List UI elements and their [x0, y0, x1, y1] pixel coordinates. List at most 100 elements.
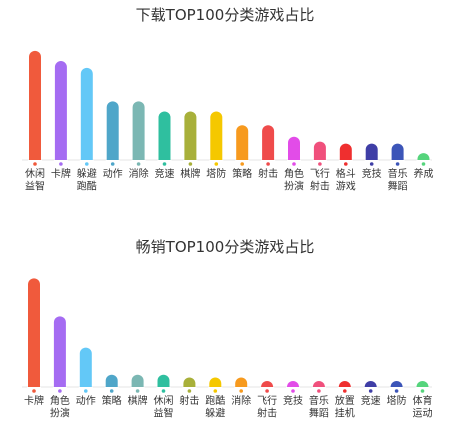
bar-base-mask: [183, 160, 198, 172]
bar-base-mask: [53, 160, 68, 172]
bar-base-mask: [182, 387, 197, 399]
tick-label: 休闲: [154, 394, 174, 407]
bar-base-mask: [131, 160, 146, 172]
tick-label: 飞行: [257, 394, 277, 407]
bar-base-mask: [312, 160, 327, 172]
bar-base-mask: [105, 160, 120, 172]
tick-label: 挂机: [335, 407, 355, 420]
bar-base-mask: [390, 160, 405, 172]
bar-base-mask: [363, 387, 378, 399]
tick-dot: [292, 162, 296, 166]
tick-dot: [395, 162, 400, 166]
tick-label: 消除: [129, 167, 149, 180]
tick-label: 躲避: [77, 167, 97, 180]
tick-dot: [58, 389, 62, 393]
tick-label: 跑酷: [205, 394, 225, 407]
tick-label: 塔防: [206, 167, 226, 180]
tick-dot: [187, 389, 192, 393]
bar: [184, 111, 197, 166]
tick-label: 养成: [414, 167, 434, 180]
tick-dot: [343, 389, 347, 393]
bar-base-mask: [78, 387, 93, 399]
tick-dot: [84, 389, 88, 393]
bar: [53, 316, 66, 393]
tick-label: 策略: [232, 167, 252, 180]
bar: [158, 111, 171, 166]
tick-label: 躲避: [205, 407, 225, 420]
bar: [79, 347, 92, 393]
chart-title-bestseller: 畅销TOP100分类游戏占比: [135, 238, 315, 256]
tick-label: 舞蹈: [388, 181, 408, 193]
tick-label: 扮演: [50, 407, 70, 420]
tick-dot: [344, 162, 348, 166]
bar: [54, 61, 67, 166]
tick-dot: [59, 162, 63, 166]
tick-label: 射击: [310, 181, 330, 193]
bar: [132, 101, 145, 166]
bar-base-mask: [130, 387, 145, 399]
tick-dot: [109, 389, 114, 393]
tick-label: 竞速: [155, 167, 175, 180]
bar-base-mask: [27, 387, 41, 399]
tick-dot: [369, 162, 374, 166]
tick-dot: [33, 162, 37, 166]
bar: [106, 101, 119, 166]
tick-label: 竞技: [362, 167, 382, 180]
bar-base-mask: [52, 387, 67, 399]
bar: [262, 125, 275, 166]
tick-label: 动作: [76, 395, 96, 407]
tick-label: 射击: [258, 168, 278, 180]
tick-label: 角色: [284, 167, 304, 180]
tick-label: 竞速: [361, 394, 381, 407]
tick-label: 策略: [102, 394, 122, 407]
tick-label: 塔防: [387, 394, 407, 407]
tick-label: 棋牌: [180, 167, 200, 180]
tick-dot: [188, 162, 193, 166]
bar-base-mask: [261, 160, 276, 172]
bar-base-mask: [337, 387, 352, 399]
tick-dot: [266, 162, 270, 166]
tick-label: 游戏: [336, 180, 356, 193]
bar-base-mask: [208, 387, 223, 399]
bar-base-mask: [416, 160, 431, 172]
tick-dot: [421, 162, 426, 166]
bar-base-mask: [338, 160, 353, 172]
tick-label: 放置: [335, 394, 355, 407]
tick-dot: [420, 389, 425, 393]
tick-dot: [135, 389, 140, 393]
bar-base-mask: [209, 160, 224, 172]
tick-label: 益智: [25, 180, 45, 193]
tick-label: 扮演: [284, 180, 304, 193]
tick-label: 棋牌: [128, 394, 148, 407]
bar-base-mask: [104, 387, 119, 399]
tick-dot: [318, 162, 322, 166]
tick-dot: [161, 389, 166, 393]
tick-label: 跑酷: [77, 180, 97, 193]
tick-label: 益智: [154, 407, 174, 420]
tick-dot: [85, 162, 89, 166]
bar: [236, 125, 249, 166]
bar-base-mask: [311, 387, 326, 399]
tick-label: 格斗: [336, 167, 356, 180]
tick-label: 动作: [103, 168, 123, 180]
tick-dot: [368, 389, 373, 393]
tick-label: 射击: [257, 408, 277, 420]
bar-base-mask: [260, 387, 275, 399]
tick-dot: [162, 162, 167, 166]
tick-dot: [110, 162, 115, 166]
tick-label: 舞蹈: [309, 408, 329, 420]
tick-label: 体育: [413, 394, 433, 407]
tick-label: 卡牌: [51, 167, 71, 180]
tick-dot: [136, 162, 141, 166]
bar-base-mask: [389, 387, 404, 399]
tick-label: 飞行: [310, 167, 330, 180]
tick-dot: [213, 389, 218, 393]
tick-dot: [240, 162, 244, 166]
bar: [288, 136, 300, 166]
tick-label: 竞技: [283, 394, 303, 407]
bar-base-mask: [79, 160, 94, 172]
bar-base-mask: [364, 160, 379, 172]
tick-label: 卡牌: [24, 394, 44, 407]
tick-label: 消除: [231, 394, 251, 407]
